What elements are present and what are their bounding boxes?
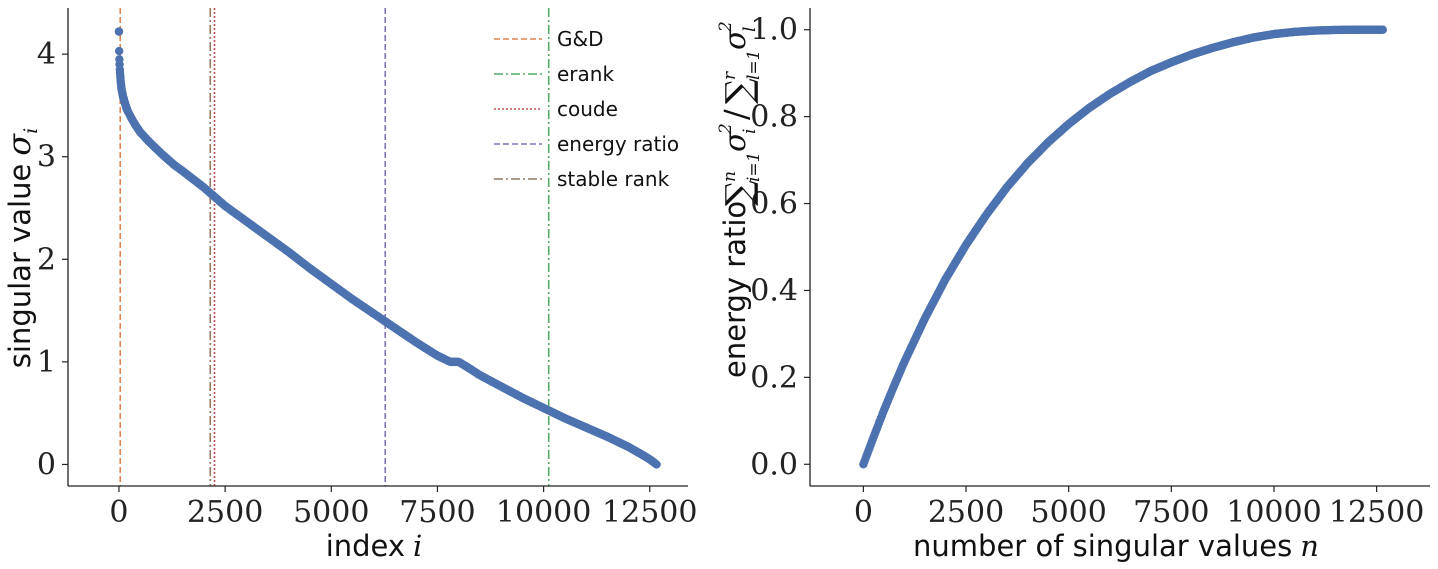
left-chart: 0 2500 5000 7500 10000 12500 0 1 2 3 4 index i sin… (0, 8, 697, 563)
legend: G&D erank coude energy ratio stable rank (494, 27, 679, 191)
y-tick-label: 0.8 (750, 100, 798, 135)
y-tick-label: 0 (37, 447, 56, 482)
right-y-ticks: 0.0 0.2 0.4 0.6 0.8 1.0 (750, 13, 810, 482)
svg-text:l=1: l=1 (744, 50, 764, 81)
svg-text:n: n (720, 171, 740, 182)
y-tick-label: 4 (37, 37, 56, 72)
y-tick-label: 2 (37, 242, 56, 277)
svg-text:∑: ∑ (719, 180, 760, 206)
x-tick-label: 2500 (928, 495, 1004, 530)
x-tick-label: 2500 (187, 495, 263, 530)
y-tick-label: 1.0 (750, 13, 798, 48)
right-data-points (859, 25, 1387, 469)
legend-entry: stable rank (557, 167, 670, 191)
svg-text:i=1: i=1 (744, 152, 764, 183)
x-tick-label: 5000 (293, 495, 369, 530)
energy-ratio-formula: ∑ n i=1 σ 2 i / ∑ r l=1 σ 2 l (716, 21, 764, 206)
y-tick-label: 1 (37, 345, 56, 380)
svg-text:2: 2 (716, 21, 736, 33)
legend-entry: G&D (557, 27, 604, 51)
right-x-axis-label: number of singular values n (913, 529, 1319, 563)
y-tick-label: 0.4 (750, 273, 798, 308)
data-point (114, 46, 124, 56)
x-tick-label: 0 (854, 495, 873, 530)
y-tick-label: 3 (37, 140, 56, 175)
right-chart: 0 2500 5000 7500 10000 12500 0.0 0.2 0.4 0.6 0.8 1… (716, 8, 1430, 563)
x-tick-label: 7500 (399, 495, 475, 530)
x-tick-label: 12500 (602, 495, 697, 530)
data-point (1378, 25, 1387, 34)
legend-entry: energy ratio (557, 132, 679, 156)
y-tick-label: 0.2 (750, 360, 798, 395)
right-y-axis-label: energy ratio ∑ n i=1 σ 2 i / ∑ r l=1 σ 2… (716, 21, 764, 378)
x-tick-label: 0 (109, 495, 128, 530)
left-y-axis-label: singular valueσi (0, 128, 42, 368)
svg-text:i: i (740, 129, 760, 134)
svg-text:/: / (717, 109, 755, 120)
svg-text:∑: ∑ (719, 78, 760, 104)
x-tick-label: 7500 (1133, 495, 1209, 530)
svg-text:σ: σ (718, 28, 753, 50)
legend-entry: coude (557, 97, 618, 121)
data-point (652, 460, 661, 469)
data-point (114, 27, 124, 36)
left-y-ticks: 0 1 2 3 4 (37, 37, 68, 482)
y-tick-label: 0.6 (750, 187, 798, 222)
left-vertical-lines (119, 8, 550, 486)
left-data-points (114, 27, 661, 469)
x-tick-label: 10000 (496, 495, 591, 530)
svg-text:l: l (740, 27, 760, 32)
right-x-ticks: 0 2500 5000 7500 10000 12500 (854, 486, 1424, 530)
x-tick-label: 12500 (1329, 495, 1424, 530)
legend-entry: erank (557, 62, 614, 86)
left-x-ticks: 0 2500 5000 7500 10000 12500 (109, 486, 697, 530)
x-tick-label: 10000 (1226, 495, 1321, 530)
svg-text:energy ratio: energy ratio (718, 201, 752, 378)
svg-text:r: r (720, 71, 740, 80)
y-tick-label: 0.0 (750, 447, 798, 482)
svg-text:2: 2 (716, 123, 736, 135)
svg-text:σ: σ (718, 130, 753, 152)
x-tick-label: 5000 (1030, 495, 1106, 530)
left-x-axis-label: index i (326, 529, 423, 563)
